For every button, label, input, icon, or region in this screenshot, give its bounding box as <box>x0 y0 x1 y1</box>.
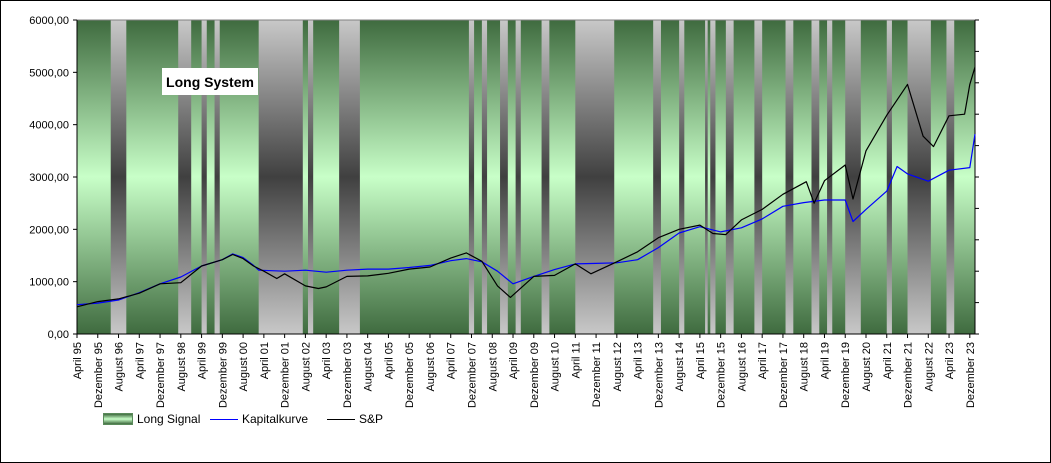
x-tick-label: April 99 <box>197 342 209 379</box>
x-tick-label: April 01 <box>259 342 271 379</box>
x-tick-label: April 07 <box>446 342 458 379</box>
y-tick-label: 2000,00 <box>29 224 69 236</box>
x-tick-label: Dezember 17 <box>778 342 790 408</box>
x-tick-label: August 22 <box>923 342 935 392</box>
x-tick-label: Dezember 07 <box>466 342 478 408</box>
long-signal-band <box>819 20 828 334</box>
long-signal-band <box>614 20 654 334</box>
long-signal-band <box>793 20 812 334</box>
long-signal-band <box>762 20 786 334</box>
long-signal-band <box>832 20 846 334</box>
long-signal-band <box>707 20 711 334</box>
long-signal-band <box>891 20 908 334</box>
x-tick-label: August 02 <box>300 342 312 392</box>
y-tick-label: 5000,00 <box>29 67 69 79</box>
y-tick-label: 3000,00 <box>29 172 69 184</box>
long-signal-band <box>313 20 340 334</box>
x-tick-label: April 13 <box>633 342 645 379</box>
x-tick-label: Dezember 21 <box>903 342 915 408</box>
x-tick-label: April 19 <box>819 342 831 379</box>
y-tick-label: 0,00 <box>48 329 69 341</box>
x-tick-label: August 04 <box>363 342 375 392</box>
long-signal-band <box>684 20 706 334</box>
long-signal-band <box>77 20 111 334</box>
x-tick-label: Dezember 99 <box>217 342 229 408</box>
legend-line-kapitalkurve <box>210 418 238 420</box>
x-tick-label: April 15 <box>695 342 707 379</box>
x-tick-label: August 14 <box>674 342 686 392</box>
x-tick-label: April 97 <box>134 342 146 379</box>
x-tick-label: Dezember 19 <box>840 342 852 408</box>
x-tick-label: April 09 <box>508 342 520 379</box>
long-signal-band <box>733 20 755 334</box>
long-signal-band <box>520 20 542 334</box>
chart-title: Long System <box>162 68 258 95</box>
y-tick-label: 4000,00 <box>29 120 69 132</box>
x-tick-label: August 06 <box>425 342 437 392</box>
long-signal-band <box>206 20 215 334</box>
x-tick-label: April 11 <box>570 342 582 378</box>
long-signal-band <box>715 20 726 334</box>
x-tick-label: August 00 <box>238 342 250 392</box>
legend-label-kapitalkurve: Kapitalkurve <box>242 412 309 426</box>
x-tick-label: April 17 <box>757 342 769 379</box>
x-tick-label: August 10 <box>550 342 562 392</box>
x-tick-label: April 03 <box>321 342 333 379</box>
x-tick-label: Dezember 97 <box>155 342 167 408</box>
long-signal-band <box>191 20 202 334</box>
series-line-kapitalkurve <box>76 134 976 306</box>
long-signal-band <box>302 20 308 334</box>
x-tick-label: Dezember 09 <box>529 342 541 408</box>
x-tick-label: Dezember 01 <box>280 342 292 408</box>
long-signal-band <box>507 20 516 334</box>
x-tick-label: Dezember 11 <box>591 342 603 407</box>
legend-label-long-signal: Long Signal <box>137 412 201 426</box>
x-tick-label: April 21 <box>882 342 894 379</box>
x-tick-label: August 16 <box>736 342 748 392</box>
x-tick-label: Dezember 05 <box>404 342 416 408</box>
x-tick-label: Dezember 13 <box>653 342 665 408</box>
x-tick-label: August 98 <box>176 342 188 392</box>
long-signal-band <box>487 20 501 334</box>
x-tick-label: April 23 <box>944 342 956 379</box>
y-tick-label: 1000,00 <box>29 277 69 289</box>
x-tick-label: April 95 <box>72 342 84 379</box>
x-tick-label: August 08 <box>487 342 499 392</box>
long-signal-band <box>549 20 576 334</box>
long-signal-band <box>930 20 947 334</box>
series-line-s-p <box>76 66 976 308</box>
long-signal-band <box>359 20 469 334</box>
legend-item-long-signal: Long Signal <box>103 412 200 426</box>
legend-item-sp: S&P <box>327 412 383 426</box>
x-tick-label: Dezember 03 <box>342 342 354 408</box>
x-tick-label: Dezember 15 <box>716 342 728 408</box>
legend-swatch-long-signal <box>103 413 133 425</box>
x-tick-label: Dezember 95 <box>93 342 105 408</box>
long-signal-band <box>474 20 482 334</box>
y-tick-label: 6000,00 <box>29 15 69 27</box>
x-tick-label: August 12 <box>612 342 624 392</box>
legend-label-sp: S&P <box>359 412 384 426</box>
x-tick-label: Dezember 23 <box>965 342 977 408</box>
legend-line-sp <box>327 418 355 420</box>
x-tick-label: August 18 <box>799 342 811 392</box>
x-tick-label: August 96 <box>114 342 126 392</box>
x-tick-label: April 05 <box>383 342 395 379</box>
long-signal-band <box>954 20 975 334</box>
legend-item-kapitalkurve: Kapitalkurve <box>210 412 308 426</box>
long-signal-band <box>860 20 887 334</box>
long-signal-band <box>660 20 680 334</box>
x-tick-label: August 20 <box>861 342 873 392</box>
